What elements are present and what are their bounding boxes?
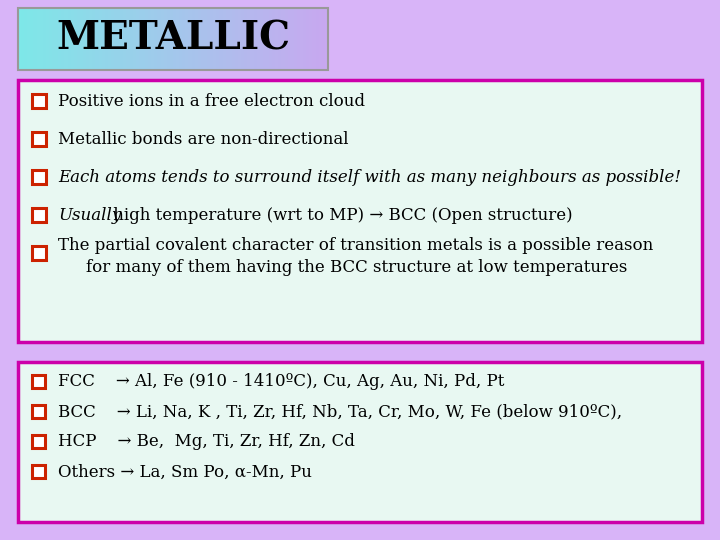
FancyBboxPatch shape bbox=[32, 435, 45, 448]
FancyBboxPatch shape bbox=[32, 246, 46, 260]
Text: high temperature (wrt to MP) → BCC (Open structure): high temperature (wrt to MP) → BCC (Open… bbox=[109, 207, 573, 225]
Text: for many of them having the BCC structure at low temperatures: for many of them having the BCC structur… bbox=[86, 260, 627, 276]
Text: Each atoms tends to surround itself with as many neighbours as possible!: Each atoms tends to surround itself with… bbox=[58, 170, 681, 186]
Text: The partial covalent character of transition metals is a possible reason: The partial covalent character of transi… bbox=[58, 237, 653, 253]
FancyBboxPatch shape bbox=[32, 132, 46, 146]
FancyBboxPatch shape bbox=[32, 170, 46, 184]
FancyBboxPatch shape bbox=[18, 80, 702, 342]
FancyBboxPatch shape bbox=[32, 465, 45, 478]
Text: Usually: Usually bbox=[58, 207, 121, 225]
Text: Others → La, Sm Po, α-Mn, Pu: Others → La, Sm Po, α-Mn, Pu bbox=[58, 463, 312, 481]
Text: BCC    → Li, Na, K , Ti, Zr, Hf, Nb, Ta, Cr, Mo, W, Fe (below 910ºC),: BCC → Li, Na, K , Ti, Zr, Hf, Nb, Ta, Cr… bbox=[58, 403, 622, 421]
FancyBboxPatch shape bbox=[32, 94, 46, 108]
FancyBboxPatch shape bbox=[32, 405, 45, 418]
FancyBboxPatch shape bbox=[18, 362, 702, 522]
Text: Positive ions in a free electron cloud: Positive ions in a free electron cloud bbox=[58, 93, 365, 111]
FancyBboxPatch shape bbox=[32, 208, 46, 222]
Text: METALLIC: METALLIC bbox=[56, 20, 290, 58]
Text: HCP    → Be,  Mg, Ti, Zr, Hf, Zn, Cd: HCP → Be, Mg, Ti, Zr, Hf, Zn, Cd bbox=[58, 434, 355, 450]
Text: FCC    → Al, Fe (910 - 1410ºC), Cu, Ag, Au, Ni, Pd, Pt: FCC → Al, Fe (910 - 1410ºC), Cu, Ag, Au,… bbox=[58, 374, 505, 390]
Text: Metallic bonds are non-directional: Metallic bonds are non-directional bbox=[58, 132, 348, 148]
FancyBboxPatch shape bbox=[32, 375, 45, 388]
